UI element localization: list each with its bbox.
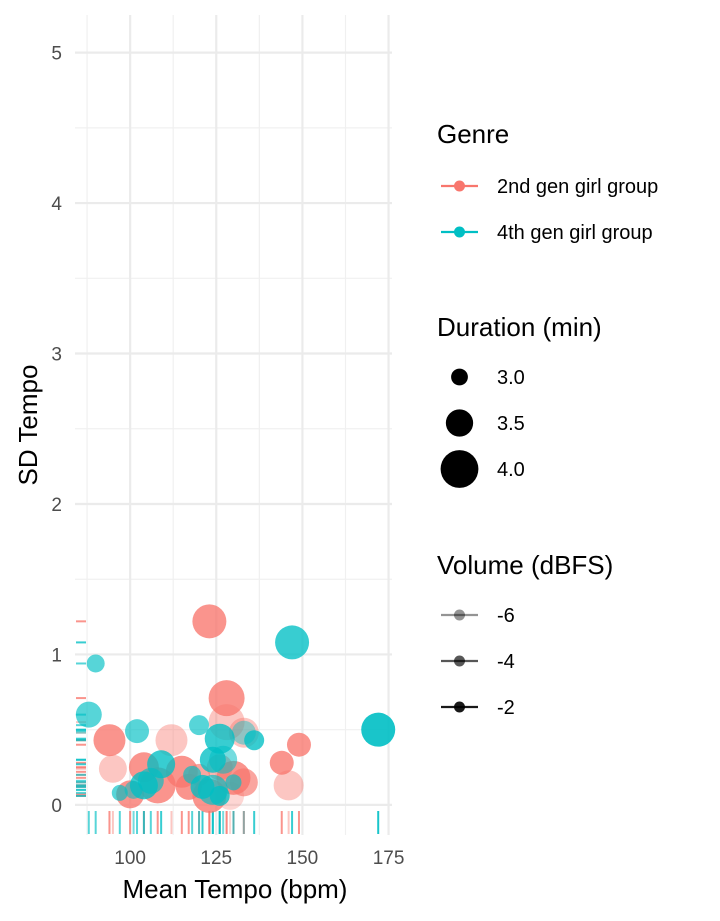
- x-axis-ticks: 100 125 150 175: [114, 848, 404, 869]
- legend-size-dot: [440, 450, 479, 488]
- y-tick-label: 5: [51, 44, 62, 65]
- data-point: [361, 712, 396, 747]
- data-point: [75, 701, 102, 728]
- legend-title-volume: Volume (dBFS): [437, 550, 613, 580]
- data-point: [125, 719, 150, 744]
- x-tick-label: 125: [200, 848, 232, 869]
- legend-label: -2: [497, 697, 515, 719]
- x-axis-title: Mean Tempo (bpm): [123, 874, 348, 904]
- data-points: [75, 604, 396, 813]
- data-point: [192, 604, 227, 639]
- data-point: [244, 730, 265, 751]
- data-point: [93, 724, 126, 757]
- data-point: [208, 680, 245, 717]
- grid-lines: [75, 15, 392, 835]
- legend-label: -4: [497, 651, 515, 673]
- x-tick-label: 175: [373, 848, 405, 869]
- data-point: [209, 785, 230, 806]
- y-tick-label: 4: [51, 194, 62, 215]
- legend-key-dot: [454, 226, 465, 238]
- data-point: [273, 770, 304, 801]
- legend-title-genre: Genre: [437, 119, 509, 149]
- x-tick-label: 150: [287, 848, 319, 869]
- legend: Genre 2nd gen girl group 4th gen girl grou…: [437, 119, 658, 719]
- legend-label: 2nd gen girl group: [497, 176, 658, 198]
- legend-size-dot: [445, 409, 474, 437]
- x-tick-label: 100: [114, 848, 146, 869]
- y-tick-label: 3: [51, 345, 62, 366]
- legend-key-dot: [454, 655, 465, 667]
- legend-key-dot: [454, 609, 465, 621]
- data-point: [225, 774, 242, 791]
- data-point: [189, 715, 210, 736]
- y-tick-label: 2: [51, 495, 62, 516]
- legend-label: 3.5: [497, 413, 525, 435]
- data-point: [137, 767, 164, 794]
- rug-marks: [76, 620, 380, 834]
- y-axis-ticks: 0 1 2 3 4 5: [51, 44, 62, 817]
- legend-label: 3.0: [497, 367, 525, 389]
- data-point: [209, 745, 238, 774]
- data-point: [155, 724, 188, 757]
- data-point: [98, 754, 127, 783]
- legend-label: 4th gen girl group: [497, 222, 653, 244]
- y-tick-label: 0: [51, 796, 62, 817]
- data-point: [275, 625, 310, 660]
- legend-label: -6: [497, 605, 515, 627]
- data-point: [124, 780, 143, 799]
- data-point: [204, 723, 235, 754]
- legend-label: 4.0: [497, 459, 525, 481]
- y-axis-title: SD Tempo: [13, 365, 43, 486]
- legend-size-dot: [451, 368, 468, 386]
- legend-key-dot: [454, 180, 465, 192]
- legend-key-dot: [454, 701, 465, 713]
- y-tick-label: 1: [51, 645, 62, 666]
- data-point: [111, 784, 128, 801]
- legend-title-duration: Duration (min): [437, 312, 602, 342]
- data-point: [286, 732, 311, 757]
- data-point: [269, 750, 294, 775]
- data-point: [86, 654, 105, 673]
